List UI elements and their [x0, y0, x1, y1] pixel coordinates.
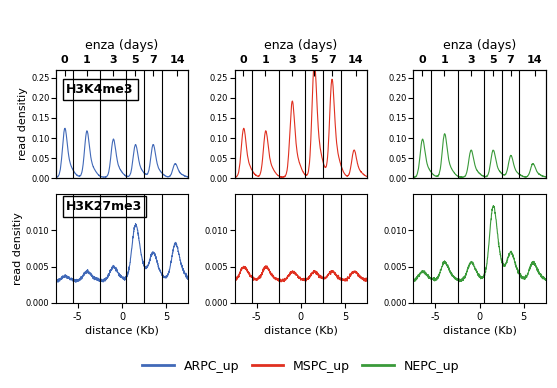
Legend: ARPC_up, MSPC_up, NEPC_up: ARPC_up, MSPC_up, NEPC_up [138, 355, 464, 378]
Text: H3K4me3: H3K4me3 [66, 83, 134, 96]
X-axis label: distance (Kb): distance (Kb) [443, 325, 516, 335]
X-axis label: enza (days): enza (days) [85, 40, 159, 52]
X-axis label: distance (Kb): distance (Kb) [264, 325, 338, 335]
Y-axis label: read densitiy: read densitiy [18, 88, 28, 160]
X-axis label: enza (days): enza (days) [443, 40, 516, 52]
Text: H3K27me3: H3K27me3 [66, 200, 143, 213]
X-axis label: enza (days): enza (days) [264, 40, 338, 52]
Y-axis label: read densitiy: read densitiy [13, 212, 23, 285]
X-axis label: distance (Kb): distance (Kb) [85, 325, 159, 335]
